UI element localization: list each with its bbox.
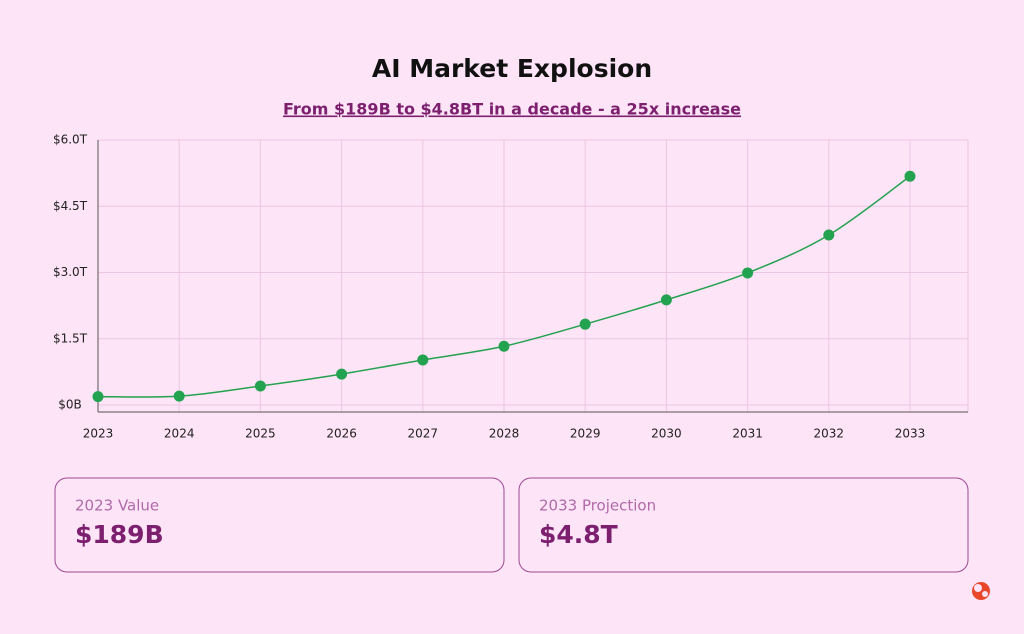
y-tick-label: $6.0T (53, 133, 88, 147)
x-tick-label: 2028 (489, 427, 520, 441)
x-tick-label: 2031 (732, 427, 763, 441)
data-point (579, 318, 591, 330)
data-point (660, 294, 672, 306)
data-point (904, 170, 916, 182)
y-tick-label: $3.0T (53, 265, 88, 279)
card-label: 2033 Projection (539, 497, 656, 515)
data-point (92, 391, 104, 403)
x-tick-label: 2027 (408, 427, 439, 441)
chart-title: AI Market Explosion (372, 54, 652, 83)
x-tick-label: 2030 (651, 427, 682, 441)
logo (972, 582, 990, 600)
data-point (254, 380, 266, 392)
data-point (742, 267, 754, 279)
y-tick-label: $4.5T (53, 199, 88, 213)
card-label: 2023 Value (75, 497, 159, 515)
card-value: $4.8T (539, 520, 618, 549)
x-tick-label: 2032 (814, 427, 845, 441)
x-tick-label: 2024 (164, 427, 195, 441)
data-point (173, 390, 185, 402)
data-point (336, 368, 348, 380)
x-tick-label: 2023 (83, 427, 114, 441)
card (54, 477, 505, 573)
plot-area: $0B $1.5T $3.0T $4.5T $6.0T 2023 2024 2025 2026 2… (53, 133, 969, 441)
chart-subtitle: From $189B to $4.8BT in a decade - a 25x… (283, 100, 741, 119)
y-tick-label: $1.5T (53, 331, 88, 345)
y-tick-label: $0B (58, 398, 82, 412)
data-point (823, 229, 835, 241)
card-value: $189B (75, 520, 164, 549)
x-tick-label: 2029 (570, 427, 601, 441)
card (518, 477, 969, 573)
x-tick-label: 2026 (326, 427, 357, 441)
data-point (417, 354, 429, 366)
x-tick-label: 2025 (245, 427, 276, 441)
x-tick-label: 2033 (895, 427, 926, 441)
data-point (498, 340, 510, 352)
